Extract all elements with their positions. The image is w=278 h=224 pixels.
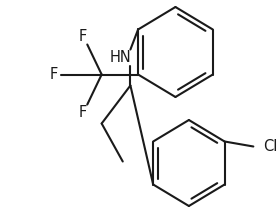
Text: HN: HN — [110, 50, 132, 65]
Text: F: F — [78, 29, 87, 44]
Text: F: F — [78, 105, 87, 120]
Text: Cl: Cl — [263, 139, 277, 154]
Text: F: F — [49, 67, 58, 82]
